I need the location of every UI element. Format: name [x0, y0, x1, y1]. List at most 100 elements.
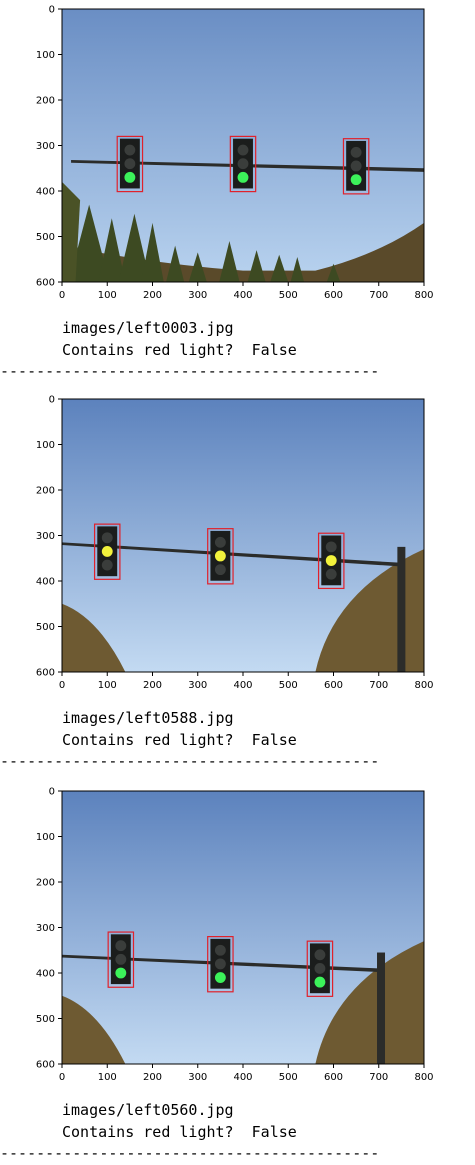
- traffic-lamp: [325, 568, 337, 580]
- y-tick-label: 200: [36, 96, 55, 107]
- pole-vertical: [377, 952, 386, 1064]
- traffic-lamp: [214, 944, 226, 956]
- tree: [68, 204, 110, 282]
- separator-line: ----------------------------------------…: [0, 364, 380, 378]
- bounding-box: [116, 135, 144, 193]
- x-tick-label: 600: [324, 680, 343, 691]
- traffic-lamp: [237, 144, 249, 156]
- traffic-lamp: [325, 541, 337, 553]
- x-tick-label: 300: [188, 1072, 207, 1083]
- bounding-box: [207, 528, 234, 585]
- traffic-lamp: [101, 545, 113, 557]
- y-tick-label: 300: [36, 141, 55, 152]
- y-tick-label: 100: [36, 440, 55, 451]
- traffic-lamp: [314, 949, 326, 961]
- x-tick-label: 400: [233, 290, 252, 301]
- traffic-lamp: [214, 564, 226, 576]
- x-tick-label: 600: [324, 1072, 343, 1083]
- filename-text: images/left0003.jpg: [62, 319, 234, 337]
- y-tick-label: 300: [36, 923, 55, 934]
- y-tick-label: 0: [49, 5, 55, 16]
- traffic-lamp: [101, 559, 113, 571]
- x-tick-label: 500: [279, 680, 298, 691]
- y-tick-label: 600: [36, 278, 55, 289]
- x-tick-label: 400: [233, 1072, 252, 1083]
- result-text: Contains red light? False: [62, 341, 297, 359]
- y-tick-label: 200: [36, 878, 55, 889]
- scene-image: [62, 9, 424, 282]
- filename-text: images/left0588.jpg: [62, 709, 234, 727]
- tree: [270, 254, 289, 282]
- x-tick-label: 800: [414, 1072, 433, 1083]
- filename-text: images/left0560.jpg: [62, 1101, 234, 1119]
- traffic-lamp: [124, 144, 136, 156]
- x-tick-label: 100: [98, 290, 117, 301]
- y-tick-label: 500: [36, 1014, 55, 1025]
- output-panel-3: 0 100 200 300 400 500 600 700 800 0 100 200 300 400 50…: [0, 782, 475, 1165]
- traffic-lamp: [350, 174, 362, 186]
- separator-line: ----------------------------------------…: [0, 754, 380, 768]
- y-tick-label: 0: [49, 787, 55, 798]
- y-tick-label: 400: [36, 969, 55, 980]
- hill-right: [315, 549, 424, 672]
- output-panel-2: 0 100 200 300 400 500 600 700 800 0 100 200 300 400 50…: [0, 390, 475, 780]
- x-tick-label: 100: [98, 1072, 117, 1083]
- x-tick-label: 100: [98, 680, 117, 691]
- bounding-box: [306, 940, 334, 997]
- bounding-box: [207, 936, 234, 993]
- x-tick-label: 500: [279, 290, 298, 301]
- traffic-lamp: [350, 160, 362, 172]
- pole-arm: [62, 542, 402, 567]
- traffic-lamp: [237, 158, 249, 170]
- x-tick-label: 700: [369, 290, 388, 301]
- y-tick-label: 300: [36, 531, 55, 542]
- y-tick-label: 100: [36, 832, 55, 843]
- bounding-box: [229, 135, 257, 193]
- x-tick-label: 300: [188, 680, 207, 691]
- tree: [118, 213, 151, 282]
- traffic-lamp: [115, 967, 127, 979]
- x-tick-label: 300: [188, 290, 207, 301]
- traffic-lamp: [124, 171, 136, 183]
- x-tick-label: 700: [369, 1072, 388, 1083]
- traffic-lamp: [115, 940, 127, 952]
- plot-3: 0 100 200 300 400 500 600 700 800 0 100 200 300 400 50…: [36, 787, 434, 1084]
- bounding-box: [342, 138, 370, 195]
- x-tick-label: 0: [59, 290, 65, 301]
- tree: [290, 256, 305, 282]
- hill-right: [315, 941, 424, 1064]
- hill-left: [62, 603, 126, 672]
- tree: [247, 250, 266, 282]
- traffic-lamp: [115, 953, 127, 965]
- x-tick-label: 200: [143, 680, 162, 691]
- y-tick-label: 600: [36, 1060, 55, 1071]
- bounding-box: [93, 523, 121, 580]
- x-tick-label: 500: [279, 1072, 298, 1083]
- output-panel-1: 0 100 200 300 400 500 600 700 800 0 100 200 300 400 50…: [0, 0, 475, 390]
- tree: [141, 222, 164, 282]
- scene-image: [62, 791, 424, 1064]
- hill-left: [62, 995, 126, 1064]
- y-tick-label: 100: [36, 50, 55, 61]
- plot-2: 0 100 200 300 400 500 600 700 800 0 100 200 300 400 50…: [36, 395, 434, 692]
- tree: [326, 263, 341, 282]
- plot-1: 0 100 200 300 400 500 600 700 800 0 100 200 300 400 50…: [36, 5, 434, 302]
- y-tick-label: 500: [36, 622, 55, 633]
- y-tick-label: 400: [36, 187, 55, 198]
- x-tick-label: 600: [324, 290, 343, 301]
- tree: [166, 245, 185, 282]
- y-tick-label: 0: [49, 395, 55, 406]
- y-tick-label: 500: [36, 232, 55, 243]
- traffic-lamp: [314, 963, 326, 974]
- tree: [62, 181, 81, 282]
- traffic-lamp: [124, 158, 136, 170]
- x-tick-label: 800: [414, 290, 433, 301]
- traffic-lamp: [101, 532, 113, 544]
- y-tick-label: 400: [36, 577, 55, 588]
- x-tick-label: 200: [143, 1072, 162, 1083]
- x-tick-label: 400: [233, 680, 252, 691]
- traffic-lamp: [214, 972, 226, 983]
- bounding-box: [107, 931, 135, 988]
- result-text: Contains red light? False: [62, 731, 297, 749]
- x-tick-label: 0: [59, 1072, 65, 1083]
